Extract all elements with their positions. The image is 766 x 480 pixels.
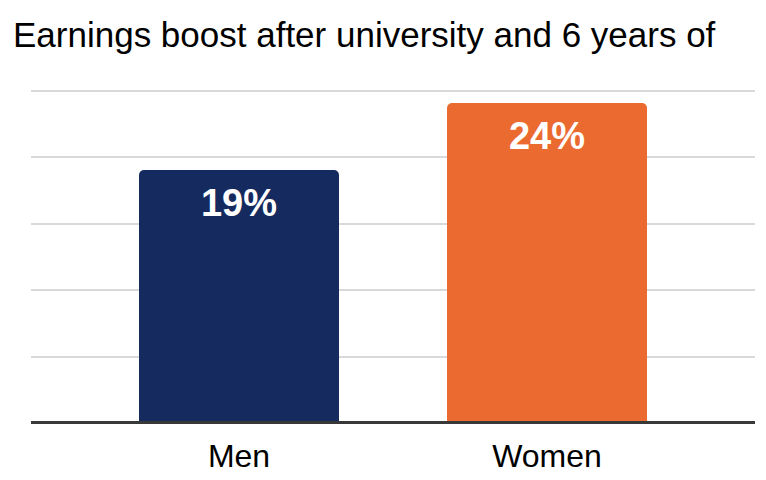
gridline-25 [31,90,755,92]
bar-value-label-women: 24% [447,117,647,155]
category-label-men: Men [139,440,339,472]
bar-chart: Earnings boost after university and 6 ye… [0,0,766,480]
bar-women: 24% [447,103,647,422]
plot-area: 19% 24% Men Women [0,0,766,480]
category-label-women: Women [447,440,647,472]
x-axis-line [31,421,755,424]
bar-men: 19% [139,170,339,422]
bar-value-label-men: 19% [139,184,339,222]
